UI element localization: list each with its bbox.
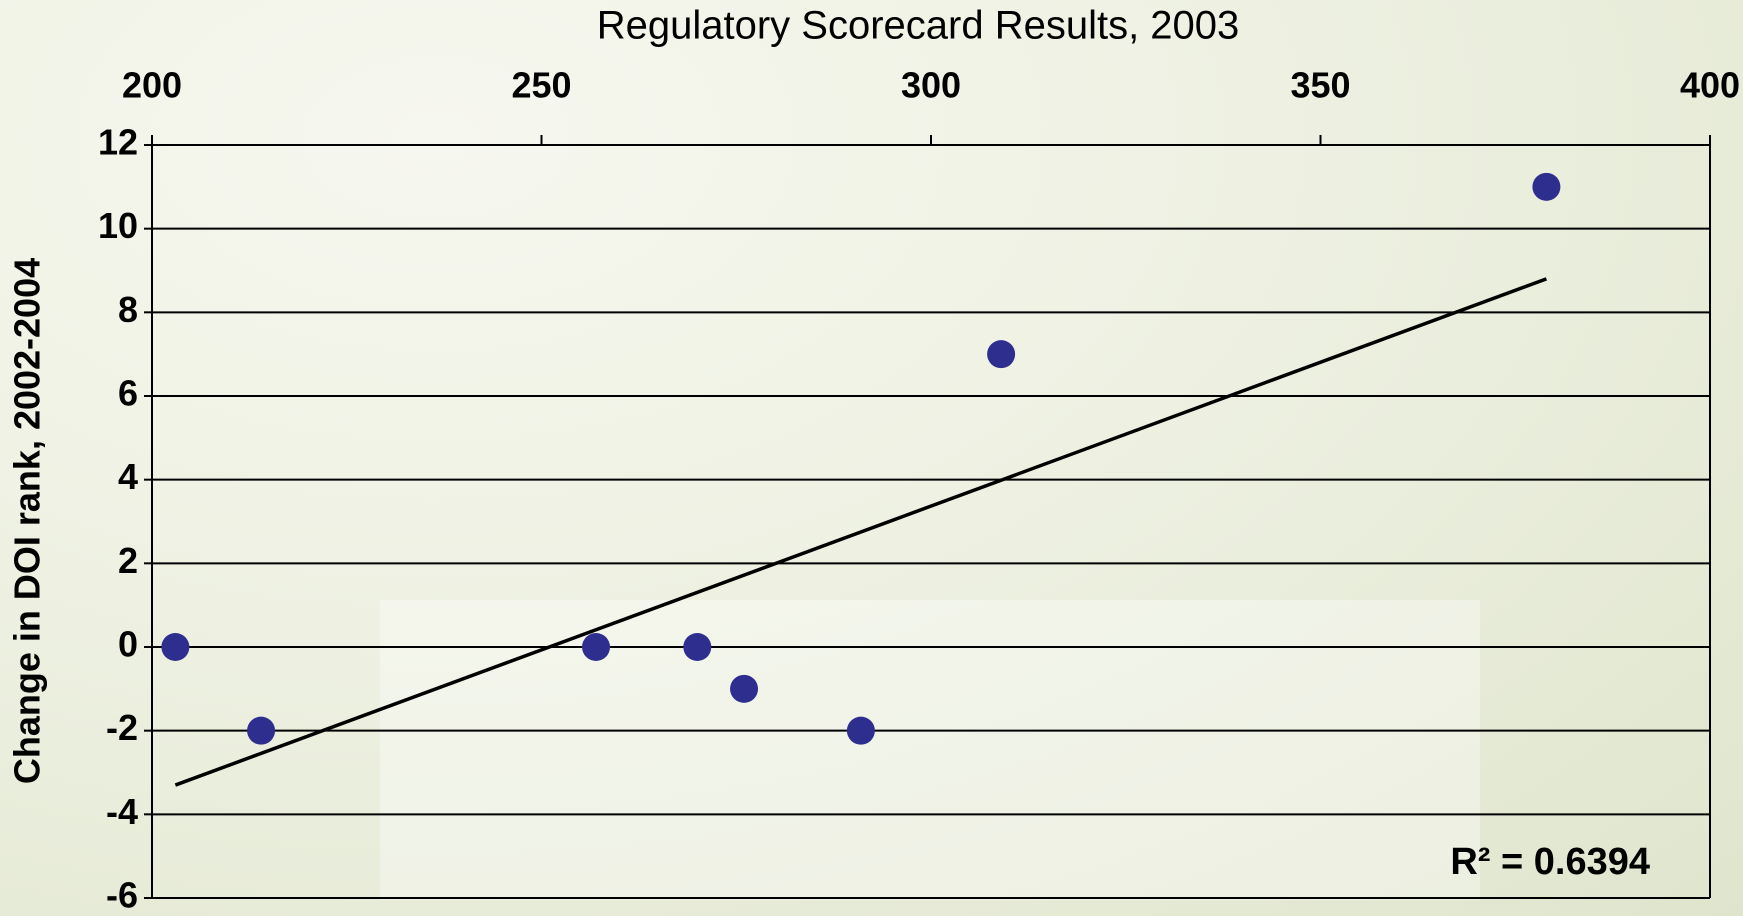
y-tick-label: 0 (118, 624, 138, 665)
point (730, 675, 758, 703)
x-tick-label: 300 (901, 65, 961, 106)
chart: Regulatory Scorecard Results, 2003 Chang… (0, 0, 1743, 916)
x-tick-label: 250 (511, 65, 571, 106)
point (847, 717, 875, 745)
point (987, 340, 1015, 368)
background-paper (380, 600, 1480, 900)
x-tick-label: 400 (1680, 65, 1740, 106)
annotation: R² = 0.6394 (1450, 841, 1650, 883)
y-tick-label: 8 (118, 289, 138, 330)
chart-title: Regulatory Scorecard Results, 2003 (597, 4, 1240, 48)
y-tick-label: 12 (98, 122, 138, 163)
page: Regulatory Scorecard Results, 2003 Chang… (0, 0, 1743, 916)
point (582, 633, 610, 661)
point (247, 717, 275, 745)
y-tick-label: 2 (118, 540, 138, 581)
point (1532, 173, 1560, 201)
y-axis-label: Change in DOI rank, 2002-2004 (7, 258, 48, 784)
y-tick-label: -6 (106, 875, 138, 916)
y-tick-label: 10 (98, 205, 138, 246)
point (161, 633, 189, 661)
y-tick-label: -2 (106, 707, 138, 748)
x-tick-label: 350 (1290, 65, 1350, 106)
y-tick-label: -4 (106, 791, 138, 832)
x-tick-label: 200 (122, 65, 182, 106)
y-tick-label: 4 (118, 456, 138, 497)
point (683, 633, 711, 661)
y-tick-label: 6 (118, 373, 138, 414)
